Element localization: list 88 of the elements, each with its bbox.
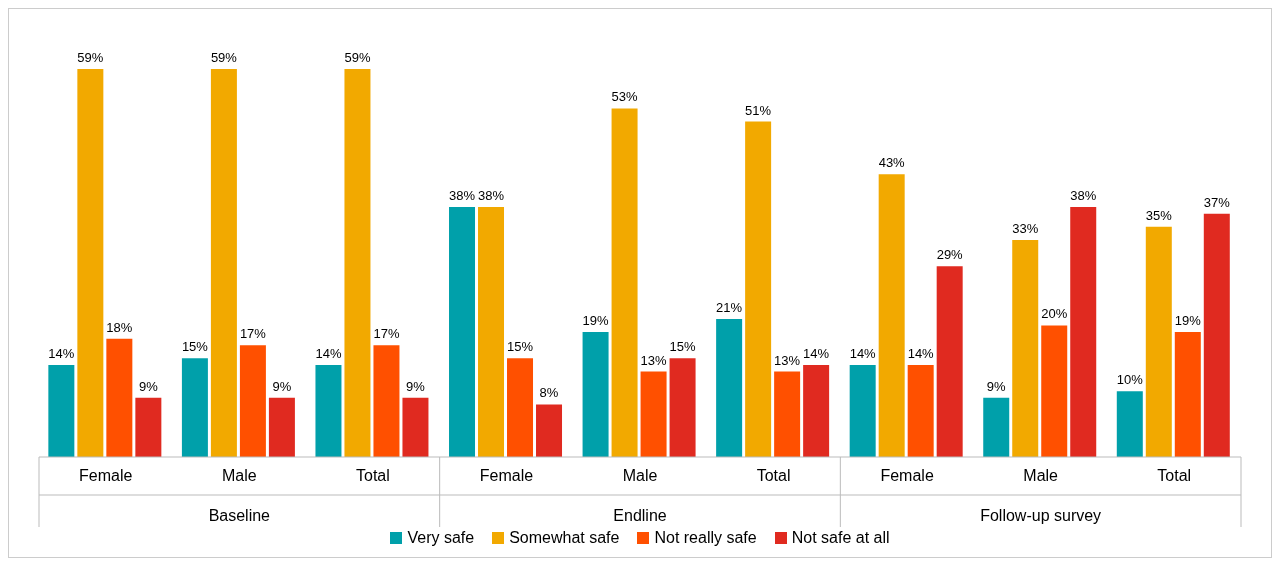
bar: [1012, 239, 1039, 457]
bar: [774, 371, 801, 457]
data-label: 15%: [507, 339, 534, 355]
data-label: 14%: [48, 345, 75, 361]
x-tick-label: Male: [1023, 467, 1059, 484]
bar: [135, 397, 162, 457]
bar: [181, 358, 208, 457]
bar: [1070, 207, 1097, 457]
bar: [106, 338, 133, 457]
data-label: 14%: [907, 345, 935, 361]
data-label: 14%: [849, 345, 877, 361]
bar: [210, 69, 237, 457]
bar: [402, 397, 429, 457]
data-label: 15%: [181, 339, 209, 355]
x-tick-label: Male: [221, 467, 257, 484]
legend-label: Not safe at all: [790, 529, 890, 547]
text: Follow-up survey: [980, 507, 1102, 524]
x-tick-label: Total: [756, 467, 791, 484]
data-label: 38%: [478, 188, 505, 204]
data-label: 37%: [1203, 194, 1231, 210]
data-label: 9%: [986, 378, 1007, 394]
bar: [268, 397, 295, 457]
data-label: 43%: [878, 155, 906, 171]
bar: [878, 174, 905, 457]
bar: [239, 345, 266, 457]
legend-label: Not really safe: [653, 529, 757, 547]
bar: [983, 397, 1010, 457]
x-tick-label: Female: [79, 467, 133, 484]
data-label: 19%: [582, 313, 610, 329]
data-label: 21%: [716, 299, 743, 315]
bar: [373, 345, 400, 457]
data-label: 59%: [344, 50, 371, 65]
x-tick-label: Total: [1157, 467, 1192, 484]
bar: [1174, 332, 1201, 457]
bar: [611, 108, 638, 457]
data-label: 33%: [1012, 220, 1039, 236]
bar: [936, 266, 963, 457]
bar: [1116, 391, 1143, 457]
bar: [48, 364, 75, 457]
bar: [849, 364, 876, 457]
bar: [77, 69, 104, 457]
bar: [315, 364, 342, 457]
data-label: 14%: [803, 345, 830, 361]
legend-label: Very safe: [406, 529, 475, 547]
bar: [745, 121, 772, 457]
data-label: 9%: [272, 378, 292, 394]
data-label: 15%: [669, 339, 697, 355]
bar: [716, 318, 743, 457]
bar: [1041, 325, 1068, 457]
data-label: 53%: [611, 89, 639, 105]
data-label: 51%: [745, 102, 772, 118]
bar: [478, 207, 505, 457]
x-tick-label: Female: [880, 467, 934, 484]
bar: [907, 364, 934, 457]
x-tick-label: Male: [622, 467, 658, 484]
data-label: 14%: [315, 345, 342, 361]
legend-label: Somewhat safe: [508, 529, 620, 547]
data-label: 8%: [539, 385, 559, 401]
bar: [507, 358, 534, 457]
data-label: 29%: [936, 247, 964, 263]
data-label: 38%: [1070, 188, 1097, 204]
data-label: 10%: [1116, 372, 1144, 388]
data-label: 17%: [373, 326, 400, 342]
bar: [1145, 226, 1172, 457]
data-label: 59%: [77, 50, 104, 65]
x-tick-label: Female: [479, 467, 534, 484]
data-label: 35%: [1145, 207, 1173, 223]
data-label: 59%: [210, 50, 238, 65]
data-label: 13%: [640, 352, 668, 368]
bar: [1203, 213, 1230, 457]
data-label: 9%: [406, 378, 426, 394]
text: Baseline: [208, 507, 271, 524]
data-label: 17%: [239, 326, 267, 342]
text: Endline: [613, 507, 667, 524]
bar: [344, 69, 371, 457]
data-label: 13%: [774, 352, 801, 368]
bar: [449, 207, 476, 457]
bar: [536, 404, 563, 457]
data-label: 19%: [1174, 313, 1202, 329]
data-label: 38%: [449, 188, 476, 204]
bar: [669, 358, 696, 457]
data-label: 20%: [1041, 306, 1068, 322]
bar: [582, 332, 609, 457]
data-label: 9%: [138, 378, 159, 394]
data-label: 18%: [106, 319, 133, 335]
bar: [803, 364, 830, 457]
bar: [640, 371, 667, 457]
x-tick-label: Total: [355, 467, 390, 484]
